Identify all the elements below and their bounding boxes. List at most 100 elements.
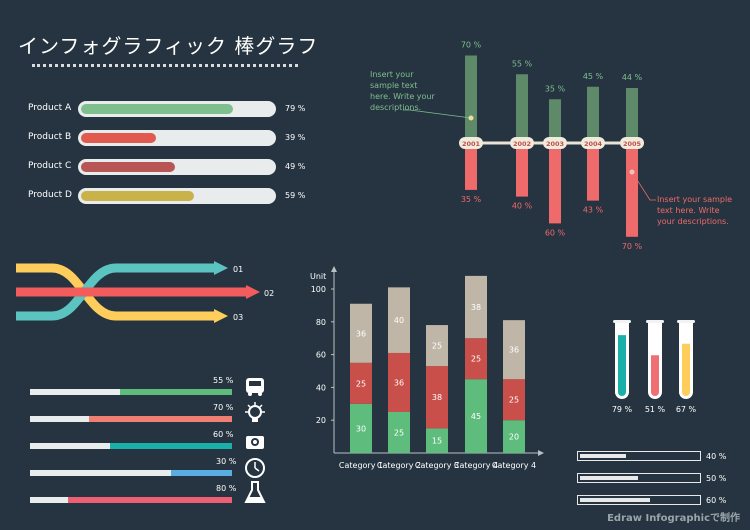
lightbulb-icon [245,402,265,422]
clock-face [245,458,265,478]
tube-rim [677,320,695,323]
timeline-up-bar [516,74,528,143]
stacked-value-label: 40 [394,316,404,325]
bulb-ray [259,404,263,408]
right-bar-fill [580,454,627,458]
stacked-value-label: 38 [432,393,442,402]
timeline-year-pill [620,137,644,149]
stacked-value-label: 25 [394,429,404,438]
icon-bar-fill [120,389,232,395]
product-bar-fill [81,191,195,201]
stacked-category-label: Category 2 [377,461,421,470]
bus-wheel [258,392,262,396]
right-bar-track [577,495,701,505]
timeline-down-bar [516,143,528,197]
right-bar-fill [580,476,638,480]
stacked-value-label: 36 [356,329,366,338]
test-tube [677,320,695,399]
timeline-up-label: 44 % [622,73,643,82]
timeline-up-bar [626,88,638,143]
icon-bar-track [30,470,232,476]
tube-percent-label: 51 % [645,405,666,414]
icon-bar-fill [68,497,232,503]
product-bar-track [78,101,276,117]
stacked-bar-segment [388,412,410,453]
arrow-label: 02 [264,289,274,298]
product-bar-track [78,159,276,175]
stacked-value-label: 25 [471,355,481,364]
timeline-up-bar [465,55,477,143]
stacked-value-label: 15 [432,437,442,446]
page-title: インフォグラフィック 棒グラフ [18,34,319,58]
test-tube [646,320,664,399]
bulb-ray [247,404,251,408]
stacked-value-label: 36 [394,378,404,387]
right-bar-track [577,451,701,461]
icon-bar-fill [89,416,232,422]
timeline-year-label: 2003 [546,140,564,148]
arrow-head-teal [214,261,228,275]
stacked-category-label: Category 4 [454,461,498,470]
timeline-annotation-top: Insert your sample text here. Write your de… [370,69,435,113]
flask-liquid [247,497,263,501]
stacked-bar-segment [503,379,525,421]
icon-bar-percent: 70 % [213,403,234,412]
annotation-line: Insert your [370,70,414,79]
stacked-category-label: Category 4 [492,461,536,470]
annotation-line: text here. Write [657,206,720,215]
product-bar-fill [81,162,176,172]
product-percent: 79 % [285,104,306,113]
annotation-dot-bottom [629,169,635,175]
arrow-head-yellow [214,309,228,323]
timeline-down-bar [626,143,638,237]
title-divider [32,64,298,67]
timeline-year-pill [581,137,605,149]
timeline-year-pill [543,137,567,149]
arrow-head-red [246,285,260,299]
annotation-line: Insert your sample [657,195,733,204]
clock-hand [254,467,260,472]
stacked-bar-segment [350,362,372,404]
right-bar-percent: 60 % [706,496,727,505]
stacked-category-label: Category 1 [339,461,383,470]
stacked-value-label: 36 [509,346,519,355]
timeline-up-label: 35 % [545,84,566,93]
stacked-value-label: 25 [509,396,519,405]
crossing-arrows-icon [16,261,260,323]
stacked-y-tick-label: 100 [311,285,326,294]
stacked-bar-segment [426,325,448,367]
icon-bar-percent: 55 % [213,376,234,385]
bus-wheel [248,392,252,396]
clock-icon [245,458,265,478]
timeline-down-label: 60 % [545,228,566,237]
timeline-down-label: 40 % [512,202,533,211]
timeline-annotation-bottom: Insert your sample text here. Write your d… [657,194,732,227]
product-bar-track [78,130,276,146]
right-bar-percent: 40 % [706,452,727,461]
annotation-connector-top [403,109,472,119]
stacked-category-label: Category 3 [415,461,459,470]
timeline-up-label: 55 % [512,59,533,68]
timeline-up-bar [549,99,561,143]
tube-percent-label: 79 % [612,405,633,414]
annotation-connector-bottom [631,171,656,201]
stacked-bar-segment [465,379,487,453]
product-bar-fill [81,104,233,114]
icon-bar-percent: 60 % [213,430,234,439]
stacked-bar-segment [465,338,487,380]
tube-fill [682,343,690,396]
right-bar-fill [580,498,650,502]
icon-bar-percent: 30 % [216,457,237,466]
product-bar-track [78,188,276,204]
arrow-label: 01 [233,265,243,274]
right-bar-track [577,473,701,483]
stacked-bar-segment [426,428,448,453]
annotation-line: your descriptions. [657,217,729,226]
timeline-down-bar [465,143,477,190]
bus-window [249,381,261,386]
stacked-value-label: 25 [356,379,366,388]
product-percent: 49 % [285,162,306,171]
stacked-value-label: 38 [471,303,481,312]
arrow-label: 03 [233,313,243,322]
